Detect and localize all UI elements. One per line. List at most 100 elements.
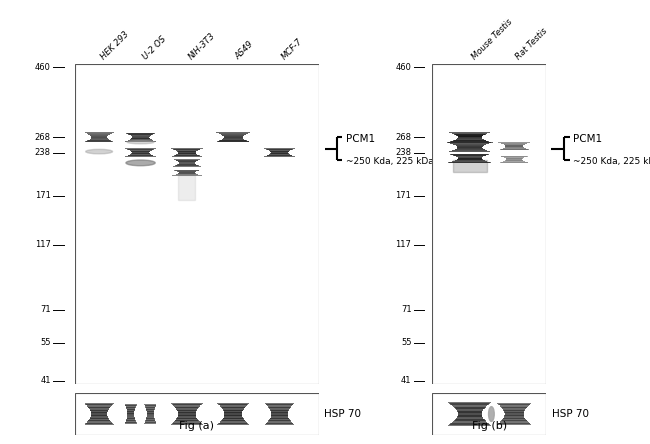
Bar — [448, 402, 491, 403]
Bar — [126, 419, 135, 420]
Bar — [90, 418, 109, 419]
Bar — [457, 135, 483, 136]
Bar — [91, 413, 107, 414]
Bar — [175, 420, 199, 421]
Bar — [447, 142, 493, 143]
Bar — [84, 424, 114, 425]
Bar — [457, 146, 483, 147]
Bar — [90, 417, 108, 418]
Bar — [87, 406, 111, 407]
Bar — [174, 405, 200, 406]
Bar — [503, 418, 525, 419]
Bar — [90, 409, 109, 411]
Bar — [457, 416, 482, 417]
Bar — [146, 420, 155, 421]
Text: 460: 460 — [35, 63, 51, 71]
Bar — [127, 416, 135, 417]
Bar — [127, 410, 135, 411]
Bar — [146, 419, 155, 420]
Bar — [127, 418, 135, 419]
Bar — [453, 406, 486, 407]
Bar — [218, 423, 248, 424]
Text: 117: 117 — [396, 240, 411, 249]
Bar — [220, 134, 246, 135]
Bar — [224, 412, 242, 413]
Bar — [127, 408, 135, 410]
Text: NIH-3T3: NIH-3T3 — [187, 32, 217, 62]
Bar — [454, 420, 486, 421]
Bar — [174, 421, 200, 422]
Bar — [91, 136, 107, 137]
Bar — [224, 413, 242, 414]
Bar — [125, 405, 136, 406]
Bar — [125, 406, 136, 407]
Bar — [147, 411, 154, 412]
Bar — [223, 418, 244, 419]
Bar — [85, 423, 113, 424]
Bar — [127, 411, 135, 412]
Text: Mouse Testis: Mouse Testis — [470, 18, 514, 62]
Text: ~250 Kda, 225 kDa: ~250 Kda, 225 kDa — [573, 157, 650, 166]
Bar — [502, 408, 526, 409]
Bar — [223, 138, 243, 139]
Bar — [456, 408, 484, 409]
Bar — [224, 415, 242, 416]
Bar — [458, 415, 482, 416]
Bar — [266, 423, 292, 424]
Bar — [453, 150, 486, 151]
Bar — [127, 140, 153, 141]
Bar — [146, 418, 154, 419]
Bar — [450, 143, 489, 144]
Bar — [126, 420, 135, 421]
Bar — [146, 407, 155, 408]
Bar — [177, 411, 196, 412]
Text: 460: 460 — [396, 63, 411, 71]
Bar — [86, 141, 112, 142]
Bar — [449, 424, 490, 425]
Bar — [498, 423, 530, 424]
Bar — [219, 140, 247, 141]
Bar — [125, 404, 137, 405]
Text: Rat Testis: Rat Testis — [514, 27, 549, 62]
Bar — [90, 138, 108, 139]
Bar — [125, 422, 136, 423]
Bar — [131, 136, 150, 137]
Bar — [458, 136, 482, 137]
Bar — [448, 142, 491, 143]
Bar — [224, 414, 242, 415]
Bar — [126, 420, 136, 421]
Bar — [267, 422, 292, 423]
Bar — [88, 407, 110, 408]
Bar — [268, 420, 291, 421]
Bar — [218, 404, 248, 405]
Bar — [88, 140, 110, 141]
Ellipse shape — [126, 160, 155, 166]
Bar — [216, 132, 250, 133]
Bar — [217, 403, 249, 404]
Bar — [90, 409, 109, 410]
Bar — [224, 411, 242, 412]
Bar — [458, 158, 482, 159]
Bar — [452, 161, 488, 162]
Bar — [147, 414, 153, 415]
Bar — [223, 135, 244, 136]
Bar — [145, 422, 156, 423]
Bar — [451, 143, 488, 144]
Bar — [90, 410, 108, 411]
Bar — [458, 412, 482, 413]
Bar — [500, 422, 528, 423]
Bar — [224, 138, 243, 139]
Bar — [127, 415, 135, 416]
Bar — [91, 415, 107, 416]
Bar — [504, 409, 525, 411]
Bar — [90, 417, 109, 419]
Bar — [129, 134, 153, 135]
Bar — [88, 420, 110, 421]
Bar — [453, 140, 486, 141]
Bar — [127, 411, 135, 412]
Bar — [178, 415, 196, 416]
Bar — [146, 407, 155, 408]
Bar — [221, 420, 245, 421]
Bar — [132, 137, 150, 138]
Bar — [178, 413, 196, 414]
